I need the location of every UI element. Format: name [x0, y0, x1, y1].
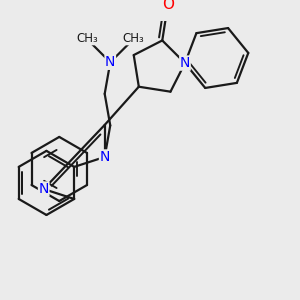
Text: CH₃: CH₃: [77, 32, 98, 45]
Text: O: O: [162, 0, 174, 12]
Text: N: N: [180, 56, 190, 70]
Text: CH₃: CH₃: [122, 32, 144, 45]
Text: N: N: [100, 150, 110, 164]
Text: N: N: [38, 182, 49, 196]
Text: N: N: [105, 55, 116, 69]
